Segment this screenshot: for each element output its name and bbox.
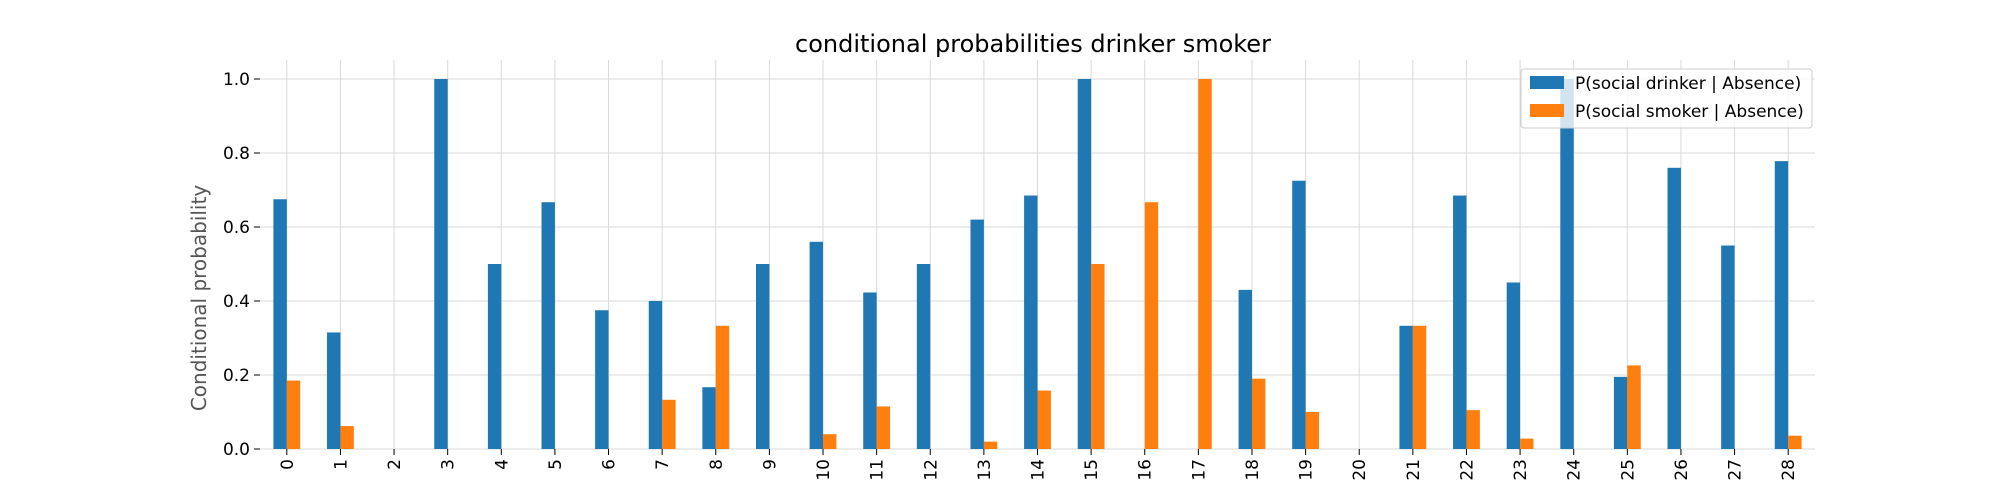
x-tick-label: 3	[439, 459, 459, 470]
x-tick-label: 8	[707, 459, 727, 470]
chart-title: conditional probabilities drinker smoker	[795, 30, 1271, 58]
bar-social-smoker	[1198, 79, 1212, 449]
legend-swatch-smoker	[1530, 104, 1564, 117]
y-tick-label: 0.8	[223, 144, 250, 164]
x-tick-label: 16	[1136, 459, 1156, 481]
bar-social-smoker	[1144, 202, 1159, 449]
y-tick-label: 0.4	[223, 292, 250, 312]
bar-social-smoker	[1520, 438, 1534, 449]
bar-social-drinker	[541, 202, 555, 449]
y-tick-label: 1.0	[223, 70, 250, 90]
x-tick-label: 21	[1404, 459, 1424, 481]
x-ticks: 0 1 2 3 4 5 6 7 8 9 10 11 12 13 14 15 16 17 18 19 20 21 22 23 24…	[278, 449, 1799, 481]
bar-social-drinker	[1024, 195, 1038, 449]
bar-social-drinker	[1453, 195, 1467, 449]
bar-social-drinker	[702, 387, 716, 449]
legend-swatch-drinker	[1530, 76, 1564, 89]
bar-social-smoker	[983, 441, 998, 449]
bar-social-drinker	[487, 264, 502, 449]
y-axis-label: Conditional probability	[187, 185, 211, 411]
bar-social-smoker	[1788, 435, 1802, 449]
bar-social-drinker	[595, 310, 609, 449]
bar-social-smoker	[286, 380, 301, 449]
bar-social-smoker	[715, 325, 730, 449]
bar-social-drinker	[1506, 282, 1521, 449]
x-tick-label: 1	[331, 459, 351, 470]
bar-social-drinker	[1238, 289, 1252, 449]
legend-box	[1520, 68, 1813, 129]
bar-social-drinker	[648, 301, 663, 449]
bar-social-smoker	[1251, 378, 1266, 449]
bar-social-smoker	[662, 399, 676, 449]
bar-social-drinker	[1292, 180, 1306, 449]
x-tick-label: 11	[868, 459, 888, 481]
y-tick-label: 0.6	[223, 218, 250, 238]
bar-social-smoker	[1627, 365, 1641, 449]
bars	[273, 79, 1802, 450]
bar-social-drinker	[434, 79, 448, 449]
bar-social-drinker	[970, 219, 984, 449]
x-tick-label: 12	[921, 459, 941, 481]
x-tick-label: 26	[1672, 459, 1692, 481]
x-tick-label: 22	[1457, 459, 1477, 481]
bar-social-drinker	[273, 199, 287, 449]
bar-social-smoker	[823, 434, 837, 449]
bar-social-drinker	[327, 332, 341, 449]
bar-social-drinker	[1774, 161, 1789, 449]
bar-social-drinker	[755, 264, 770, 449]
x-tick-label: 0	[278, 459, 298, 470]
legend-label-drinker: P(social drinker | Absence)	[1575, 74, 1801, 94]
x-tick-label: 13	[975, 459, 995, 481]
x-tick-label: 24	[1565, 459, 1585, 481]
legend: P(social drinker | Absence) P(social smo…	[1520, 68, 1813, 129]
bar-social-smoker	[1091, 264, 1105, 449]
legend-label-smoker: P(social smoker | Absence)	[1575, 102, 1804, 122]
y-ticks: 0.0 0.2 0.4 0.6 0.8 1.0	[223, 70, 260, 460]
x-tick-label: 15	[1082, 459, 1102, 481]
x-tick-label: 7	[653, 459, 673, 470]
bar-social-smoker	[340, 426, 354, 449]
x-tick-label: 6	[600, 459, 620, 470]
x-tick-label: 10	[814, 459, 834, 481]
x-tick-label: 5	[546, 459, 566, 470]
y-tick-label: 0.2	[223, 366, 250, 386]
bar-social-smoker	[1305, 412, 1320, 449]
x-tick-label: 17	[1189, 459, 1209, 481]
x-tick-label: 28	[1779, 459, 1799, 481]
x-tick-label: 19	[1297, 459, 1317, 481]
x-tick-label: 25	[1618, 459, 1638, 481]
bar-social-drinker	[916, 264, 931, 449]
x-tick-label: 4	[492, 459, 512, 470]
bar-social-drinker	[1613, 376, 1628, 449]
x-tick-label: 9	[760, 459, 780, 470]
bar-social-smoker	[1412, 325, 1427, 449]
bar-social-drinker	[863, 292, 877, 449]
bar-social-drinker	[1399, 325, 1413, 449]
x-tick-label: 27	[1726, 459, 1746, 481]
bar-social-smoker	[1466, 410, 1480, 449]
bar-social-drinker	[1560, 79, 1574, 449]
y-tick-label: 0.0	[223, 440, 250, 460]
bar-social-drinker	[1667, 167, 1681, 450]
bar-social-drinker	[1721, 245, 1735, 449]
bar-social-drinker	[1077, 79, 1092, 449]
x-tick-label: 2	[385, 459, 405, 470]
x-tick-label: 14	[1029, 459, 1049, 481]
bar-social-smoker	[876, 406, 891, 449]
bar-social-smoker	[1037, 390, 1051, 449]
bar-social-drinker	[809, 241, 824, 449]
x-tick-label: 20	[1350, 459, 1370, 481]
x-tick-label: 23	[1511, 459, 1531, 481]
x-tick-label: 18	[1243, 459, 1263, 481]
